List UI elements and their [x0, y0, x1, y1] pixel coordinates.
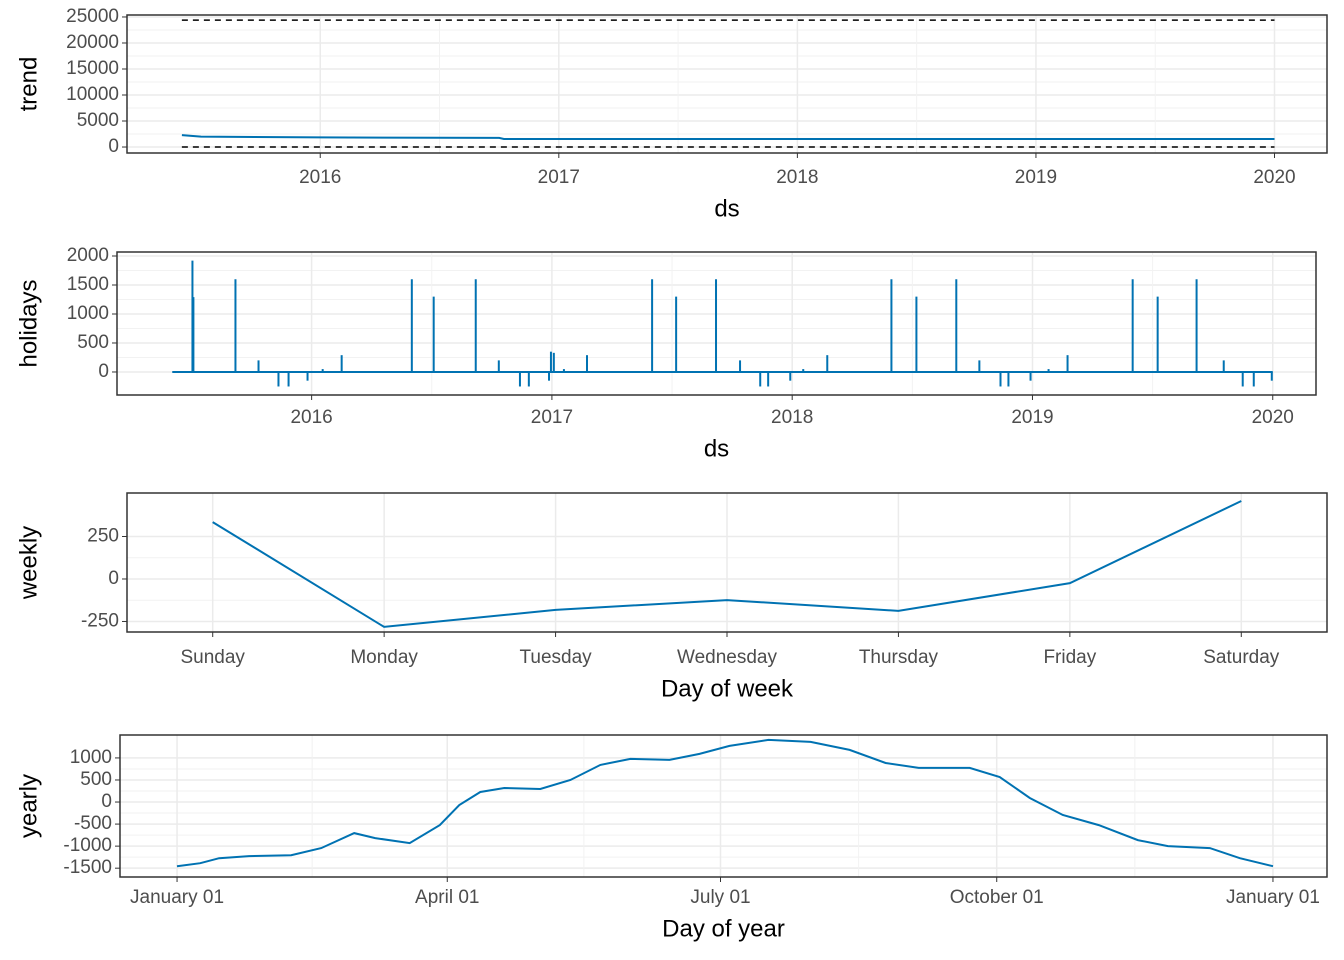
panel-border: [126, 14, 1328, 154]
panel-border: [119, 734, 1328, 878]
y-tick-label: 15000: [66, 58, 119, 79]
x-tick-label: Monday: [350, 647, 418, 668]
y-tick-label: 25000: [66, 6, 119, 27]
x-tick-label: Saturday: [1203, 647, 1280, 668]
x-axis-title: Day of year: [662, 915, 785, 942]
y-tick-label: 1500: [67, 274, 109, 295]
y-tick-label: 0: [108, 568, 119, 589]
x-tick-label: January 01: [130, 887, 224, 908]
x-tick-label: Friday: [1043, 647, 1096, 668]
y-tick-label: 10000: [66, 84, 119, 105]
plot-background: [127, 15, 1327, 153]
series-line: [212, 500, 1242, 628]
x-axis-title: ds: [714, 195, 739, 222]
y-tick-label: -500: [74, 813, 112, 834]
series-line: [181, 134, 1275, 140]
y-tick-label: -1000: [63, 835, 112, 856]
y-tick-label: -1500: [63, 857, 112, 878]
y-tick-label: 2000: [67, 245, 109, 266]
y-tick-label: 0: [101, 791, 112, 812]
panel-border: [126, 492, 1328, 633]
x-tick-label: 2017: [538, 167, 580, 188]
x-tick-label: 2018: [776, 167, 818, 188]
y-tick-label: 5000: [77, 110, 119, 131]
x-tick-label: July 01: [690, 887, 750, 908]
x-tick-label: Sunday: [180, 647, 245, 668]
y-tick-label: 20000: [66, 32, 119, 53]
x-tick-label: 2016: [290, 407, 332, 428]
x-tick-label: October 01: [950, 887, 1044, 908]
panel-border: [116, 251, 1317, 396]
y-tick-label: 500: [77, 332, 109, 353]
x-tick-label: 2017: [531, 407, 573, 428]
y-axis-title: weekly: [15, 526, 42, 600]
y-tick-label: 500: [80, 769, 112, 790]
x-tick-label: Tuesday: [519, 647, 592, 668]
x-tick-label: 2018: [771, 407, 813, 428]
x-tick-label: 2019: [1015, 167, 1057, 188]
x-tick-label: April 01: [415, 887, 479, 908]
plot-background: [120, 735, 1327, 877]
x-axis-title: Day of week: [661, 675, 794, 702]
x-tick-label: Thursday: [859, 647, 939, 668]
x-tick-label: 2020: [1253, 167, 1295, 188]
x-tick-label: 2019: [1011, 407, 1053, 428]
y-tick-label: 1000: [67, 303, 109, 324]
y-tick-label: 0: [108, 136, 119, 157]
x-tick-label: Wednesday: [677, 647, 777, 668]
x-tick-label: 2016: [299, 167, 341, 188]
y-tick-label: 0: [98, 361, 109, 382]
x-axis-title: ds: [704, 435, 729, 462]
y-axis-title: trend: [15, 57, 42, 112]
x-tick-label: January 01: [1226, 887, 1320, 908]
y-tick-label: 250: [87, 526, 119, 547]
series-line: [176, 738, 1274, 868]
y-tick-label: 1000: [70, 747, 112, 768]
y-tick-label: -250: [81, 610, 119, 631]
y-axis-title: yearly: [15, 774, 42, 838]
x-tick-label: 2020: [1252, 407, 1294, 428]
y-axis-title: holidays: [15, 279, 42, 367]
